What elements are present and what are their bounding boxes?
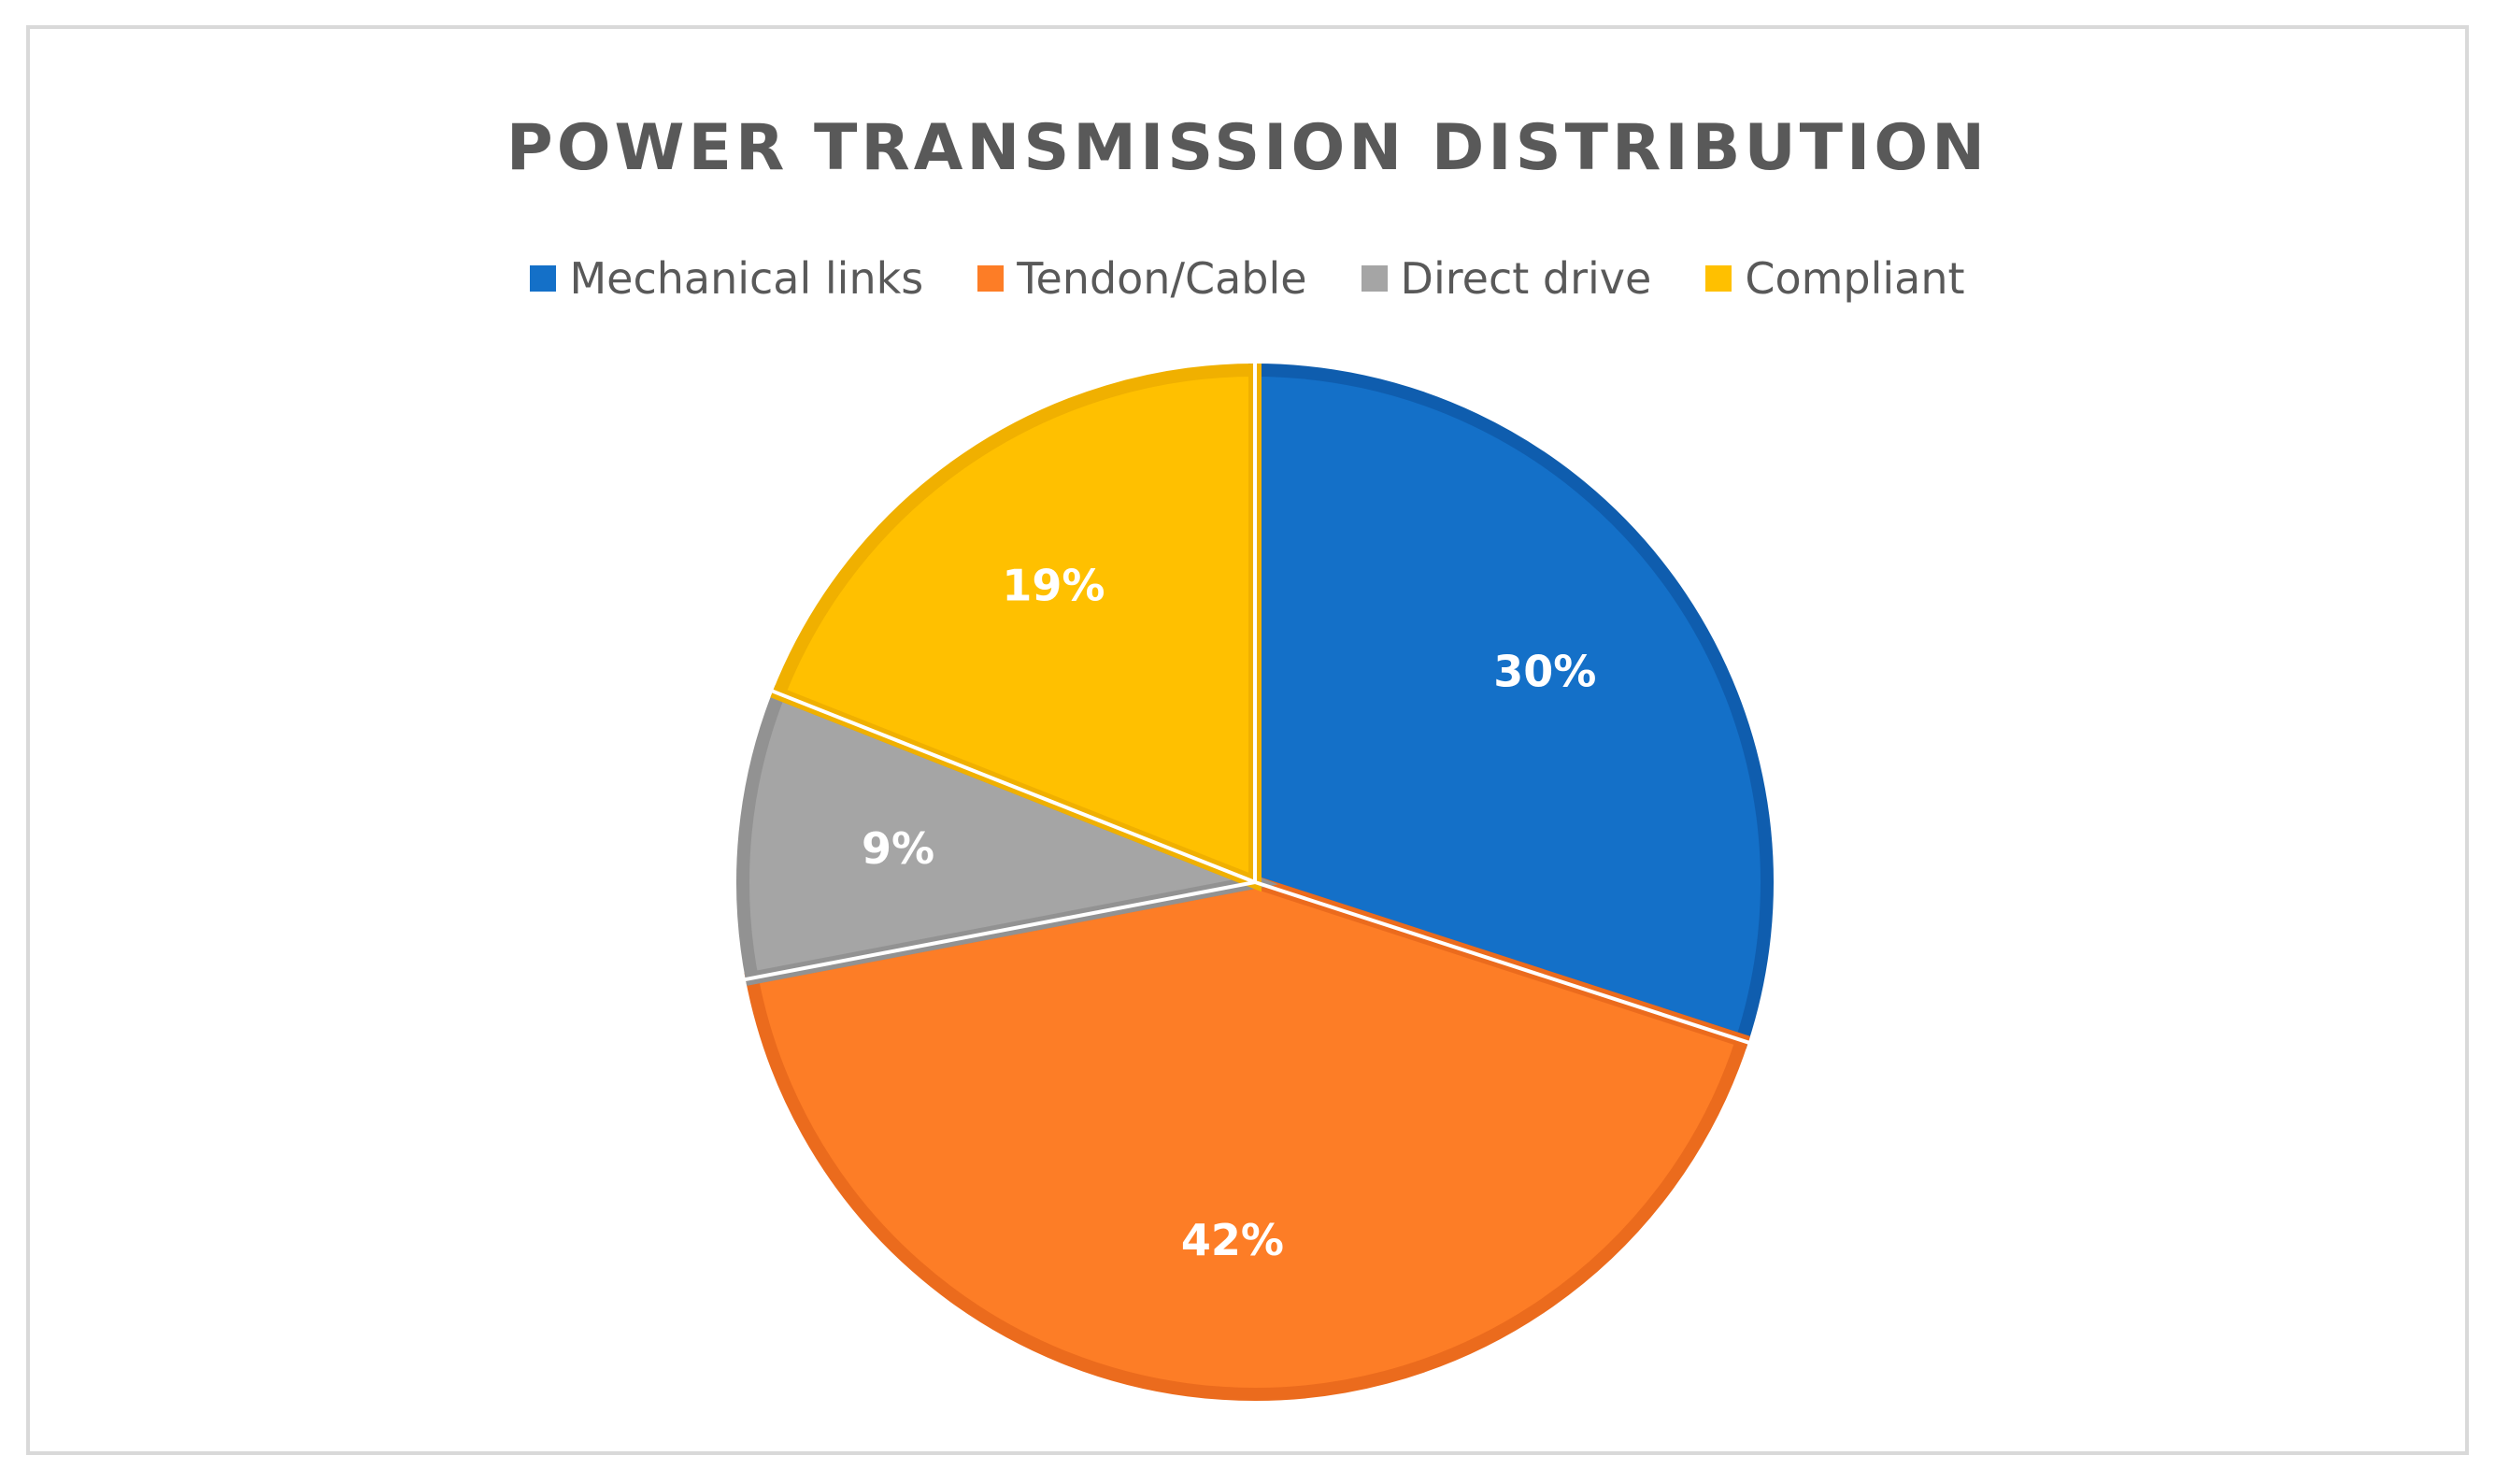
slice-separator-tendon-cable xyxy=(1254,880,1750,1045)
chart-frame: POWER TRANSMISSION DISTRIBUTION Mechanic… xyxy=(26,25,2469,1455)
legend-swatch-compliant xyxy=(1705,265,1732,292)
pie-chart: 30% 42% 9% 19% xyxy=(736,363,1774,1401)
data-label-tendon-cable: 42% xyxy=(1181,1215,1284,1265)
pie-slice-tendon-cable xyxy=(744,875,1751,1401)
legend-swatch-direct-drive xyxy=(1361,265,1388,292)
pie-data-labels: 30% 42% 9% 19% xyxy=(862,561,1596,1265)
slice-separator-compliant xyxy=(771,689,1256,884)
pie-slices xyxy=(736,363,1774,1401)
data-label-mechanical-links: 30% xyxy=(1493,647,1596,697)
legend-item-tendon-cable: Tendon/Cable xyxy=(977,253,1307,304)
legend-swatch-tendon-cable xyxy=(977,265,1005,292)
legend-label-direct-drive: Direct drive xyxy=(1400,253,1652,304)
legend: Mechanical links Tendon/Cable Direct dri… xyxy=(30,253,2465,304)
legend-label-mechanical-links: Mechanical links xyxy=(569,253,924,304)
legend-label-tendon-cable: Tendon/Cable xyxy=(1017,253,1307,304)
legend-item-compliant: Compliant xyxy=(1705,253,1965,304)
data-label-direct-drive: 9% xyxy=(862,823,934,874)
chart-title: POWER TRANSMISSION DISTRIBUTION xyxy=(506,111,1989,185)
pie-slice-direct-drive xyxy=(736,685,1278,986)
pie-slice-mechanical-links xyxy=(1248,363,1774,1049)
data-label-compliant: 19% xyxy=(1002,561,1105,611)
legend-label-compliant: Compliant xyxy=(1745,253,1965,304)
slice-separator-direct-drive xyxy=(744,880,1256,982)
legend-swatch-mechanical-links xyxy=(530,265,557,292)
legend-item-mechanical-links: Mechanical links xyxy=(530,253,923,304)
legend-item-direct-drive: Direct drive xyxy=(1361,253,1652,304)
pie-slice-compliant xyxy=(770,363,1262,892)
